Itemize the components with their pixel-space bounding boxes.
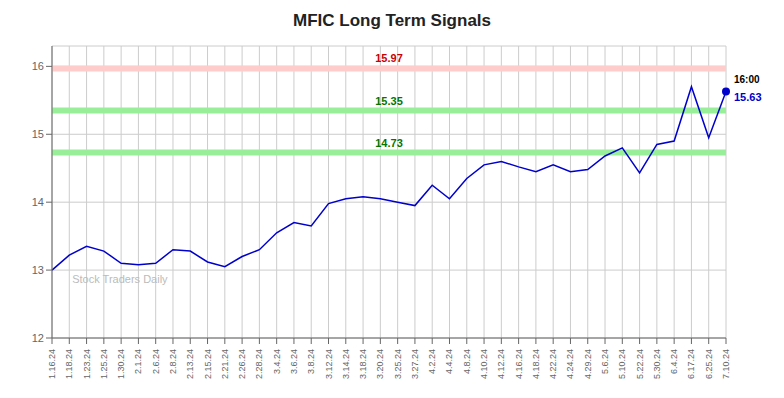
svg-text:5.22.24: 5.22.24 [635, 349, 645, 379]
svg-text:4.24.24: 4.24.24 [565, 349, 575, 379]
svg-text:3.20.24: 3.20.24 [375, 349, 385, 379]
html-text:Stock Traders Daily: Stock Traders Daily [72, 272, 168, 285]
svg-text:1.23.24: 1.23.24 [82, 349, 92, 379]
svg-text:3.25.24: 3.25.24 [393, 349, 403, 379]
svg-text:4.10.24: 4.10.24 [479, 349, 489, 379]
svg-text:1.25.24: 1.25.24 [99, 349, 109, 379]
svg-text:3.6.24: 3.6.24 [289, 349, 299, 374]
svg-text:6.4.24: 6.4.24 [669, 349, 679, 374]
svg-text:4.18.24: 4.18.24 [531, 349, 541, 379]
svg-text:1.16.24: 1.16.24 [47, 349, 57, 379]
svg-text:2.8.24: 2.8.24 [168, 349, 178, 374]
svg-text:2.1.24: 2.1.24 [133, 349, 143, 374]
svg-text:5.10.24: 5.10.24 [617, 349, 627, 379]
svg-text:2.15.24: 2.15.24 [203, 349, 213, 379]
svg-text:2.6.24: 2.6.24 [151, 349, 161, 374]
svg-text:5.6.24: 5.6.24 [600, 349, 610, 374]
svg-text:2.26.24: 2.26.24 [237, 349, 247, 379]
svg-text:16:00: 16:00 [734, 74, 760, 85]
svg-text:3.4.24: 3.4.24 [272, 349, 282, 374]
svg-text:4.12.24: 4.12.24 [496, 349, 506, 379]
svg-text:15: 15 [32, 128, 44, 140]
svg-text:4.16.24: 4.16.24 [514, 349, 524, 379]
svg-text:14: 14 [32, 196, 44, 208]
svg-text:4.22.24: 4.22.24 [548, 349, 558, 379]
html-text:MFIC Long Term Signals: MFIC Long Term Signals [293, 11, 491, 30]
svg-text:4.8.24: 4.8.24 [462, 349, 472, 374]
svg-text:6.25.24: 6.25.24 [704, 349, 714, 379]
svg-text:15.35: 15.35 [375, 95, 403, 107]
svg-text:7.10.24: 7.10.24 [721, 349, 731, 379]
svg-text:4.29.24: 4.29.24 [583, 349, 593, 379]
svg-text:3.14.24: 3.14.24 [341, 349, 351, 379]
svg-text:13: 13 [32, 264, 44, 276]
svg-text:3.18.24: 3.18.24 [358, 349, 368, 379]
svg-text:4.2.24: 4.2.24 [427, 349, 437, 374]
svg-text:5.30.24: 5.30.24 [652, 349, 662, 379]
svg-text:3.8.24: 3.8.24 [306, 349, 316, 374]
svg-text:1.30.24: 1.30.24 [116, 349, 126, 379]
svg-text:15.97: 15.97 [375, 52, 403, 64]
svg-text:14.73: 14.73 [375, 137, 403, 149]
svg-text:16: 16 [32, 60, 44, 72]
svg-text:6.17.24: 6.17.24 [686, 349, 696, 379]
svg-text:3.12.24: 3.12.24 [324, 349, 334, 379]
svg-text:1.18.24: 1.18.24 [64, 349, 74, 379]
svg-text:4.4.24: 4.4.24 [444, 349, 454, 374]
svg-text:3.27.24: 3.27.24 [410, 349, 420, 379]
svg-text:15.63: 15.63 [734, 91, 762, 103]
svg-text:2.13.24: 2.13.24 [185, 349, 195, 379]
svg-text:12: 12 [32, 332, 44, 344]
svg-text:2.28.24: 2.28.24 [254, 349, 264, 379]
svg-text:2.21.24: 2.21.24 [220, 349, 230, 379]
